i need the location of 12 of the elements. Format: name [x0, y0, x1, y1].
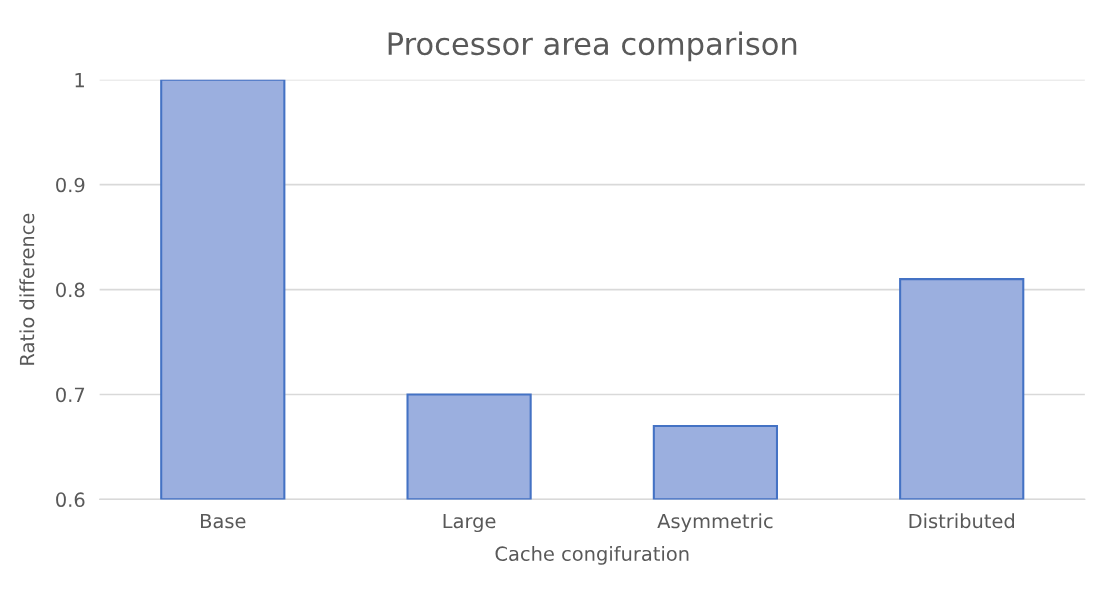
y-tick-label: 0.8: [56, 282, 85, 298]
x-tick-label: Distributed: [909, 513, 1014, 529]
y-tick-label: 1: [75, 73, 84, 88]
x-tick-label: Asymmetric: [657, 513, 773, 533]
y-axis-title: Ratio difference: [19, 213, 35, 365]
x-tick-label: Large: [443, 513, 496, 533]
y-tick-label: 0.7: [56, 387, 85, 403]
y-tick-label: 0.9: [56, 177, 85, 193]
x-tick-label: Base: [201, 513, 246, 529]
x-axis-title: Cache congifuration: [495, 545, 689, 565]
y-tick-label: 0.6: [56, 492, 85, 508]
chart-title: Processor area comparison: [388, 31, 797, 62]
